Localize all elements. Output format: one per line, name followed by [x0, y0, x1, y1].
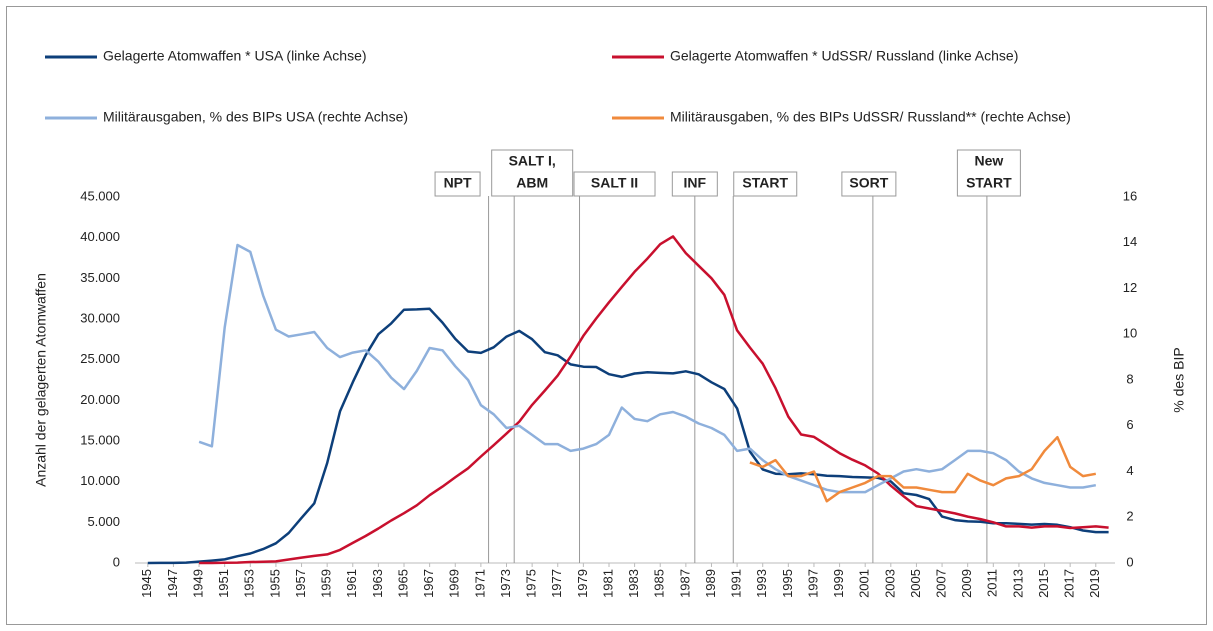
y-tick-label: 20.000	[80, 392, 120, 407]
x-tick-label: 1989	[703, 569, 718, 598]
x-tick-label: 1963	[370, 569, 385, 598]
annotation-label: SORT	[849, 175, 888, 191]
y2-tick-label: 8	[1126, 371, 1133, 386]
annotation-box	[841, 171, 897, 197]
annotation-label: SALT I,	[509, 153, 556, 169]
x-tick-label: 1991	[729, 569, 744, 598]
x-tick-label: 2007	[933, 569, 948, 598]
y2-tick-label: 10	[1123, 326, 1137, 341]
x-tick-label: 2015	[1036, 569, 1051, 598]
legend-label: Militärausgaben, % des BIPs USA (rechte …	[103, 109, 408, 125]
y2-tick-label: 6	[1126, 417, 1133, 432]
x-tick-label: 1979	[575, 569, 590, 598]
y-tick-label: 0	[113, 554, 120, 569]
x-tick-label: 1997	[805, 569, 820, 598]
x-tick-label: 1947	[165, 569, 180, 598]
x-tick-label: 1973	[498, 569, 513, 598]
x-tick-label: 1977	[549, 569, 564, 598]
x-tick-label: 1959	[319, 569, 334, 598]
annotation-box	[573, 171, 656, 197]
x-tick-label: 1969	[447, 569, 462, 598]
chart-frame	[6, 6, 1207, 625]
x-tick-label: 1961	[344, 569, 359, 598]
y-axis-title: Anzahl der gelagerten Atomwaffen	[33, 273, 49, 487]
annotation-label: SALT II	[591, 175, 638, 191]
y2-axis-title: % des BIP	[1171, 347, 1187, 412]
x-tick-label: 1957	[293, 569, 308, 598]
x-tick-label: 1945	[139, 569, 154, 598]
x-tick-label: 2003	[882, 569, 897, 598]
x-tick-label: 1967	[421, 569, 436, 598]
y2-tick-label: 12	[1123, 280, 1137, 295]
y-tick-label: 5.000	[87, 514, 120, 529]
y2-tick-label: 2	[1126, 509, 1133, 524]
legend-label: Gelagerte Atomwaffen * UdSSR/ Russland (…	[670, 48, 1018, 64]
series-line	[147, 307, 1109, 565]
y-tick-label: 30.000	[80, 310, 120, 325]
y2-tick-label: 0	[1126, 554, 1133, 569]
x-tick-label: 2005	[908, 569, 923, 598]
annotation: SORT	[841, 171, 897, 563]
series-line	[749, 435, 1097, 503]
annotation-box	[434, 171, 481, 197]
x-tick-label: 1999	[831, 569, 846, 598]
y2-tick-label: 16	[1123, 188, 1137, 203]
x-tick-label: 1993	[754, 569, 769, 598]
y-tick-label: 15.000	[80, 432, 120, 447]
annotation-label: ABM	[516, 175, 548, 191]
x-tick-label: 1971	[472, 569, 487, 598]
x-tick-label: 1975	[524, 569, 539, 598]
annotation-label: INF	[684, 175, 707, 191]
x-tick-label: 2001	[857, 569, 872, 598]
y-tick-label: 35.000	[80, 270, 120, 285]
annotation-label: New	[974, 153, 1003, 169]
y-tick-label: 10.000	[80, 473, 120, 488]
y2-tick-label: 4	[1126, 463, 1133, 478]
annotation-box	[733, 171, 798, 197]
annotation-box	[956, 149, 1021, 197]
x-tick-label: 2019	[1087, 569, 1102, 598]
annotation: INF	[671, 171, 718, 563]
x-tick-label: 1953	[242, 569, 257, 598]
x-tick-label: 1995	[780, 569, 795, 598]
x-tick-label: 1955	[267, 569, 282, 598]
series-line	[198, 243, 1097, 494]
annotation: SALT II	[573, 171, 656, 563]
y-tick-label: 40.000	[80, 229, 120, 244]
x-tick-label: 2017	[1062, 569, 1077, 598]
x-tick-label: 1951	[216, 569, 231, 598]
x-tick-label: 1987	[677, 569, 692, 598]
legend: Gelagerte Atomwaffen * USA (linke Achse)…	[45, 48, 1071, 125]
series-line	[199, 235, 1109, 565]
annotation-box	[671, 171, 718, 197]
annotation-label: NPT	[444, 175, 472, 191]
annotation: New START	[956, 149, 1021, 563]
legend-label: Militärausgaben, % des BIPs UdSSR/ Russl…	[670, 109, 1071, 125]
x-tick-label: 2009	[959, 569, 974, 598]
x-tick-label: 2013	[1010, 569, 1025, 598]
x-tick-label: 1949	[190, 569, 205, 598]
annotation-label: START	[966, 175, 1012, 191]
annotation-box	[491, 149, 574, 197]
annotation: START	[732, 171, 798, 563]
annotation: NPT	[434, 171, 490, 563]
y-tick-label: 45.000	[80, 188, 120, 203]
annotation: SALT I, ABM	[491, 149, 574, 563]
x-tick-label: 1981	[600, 569, 615, 598]
x-tick-label: 1965	[395, 569, 410, 598]
annotation-label: START	[742, 175, 788, 191]
x-tick-label: 1983	[626, 569, 641, 598]
x-tick-label: 1985	[652, 569, 667, 598]
y2-tick-label: 14	[1123, 234, 1137, 249]
x-tick-label: 2011	[985, 569, 1000, 597]
legend-label: Gelagerte Atomwaffen * USA (linke Achse)	[103, 48, 367, 64]
y-tick-label: 25.000	[80, 351, 120, 366]
